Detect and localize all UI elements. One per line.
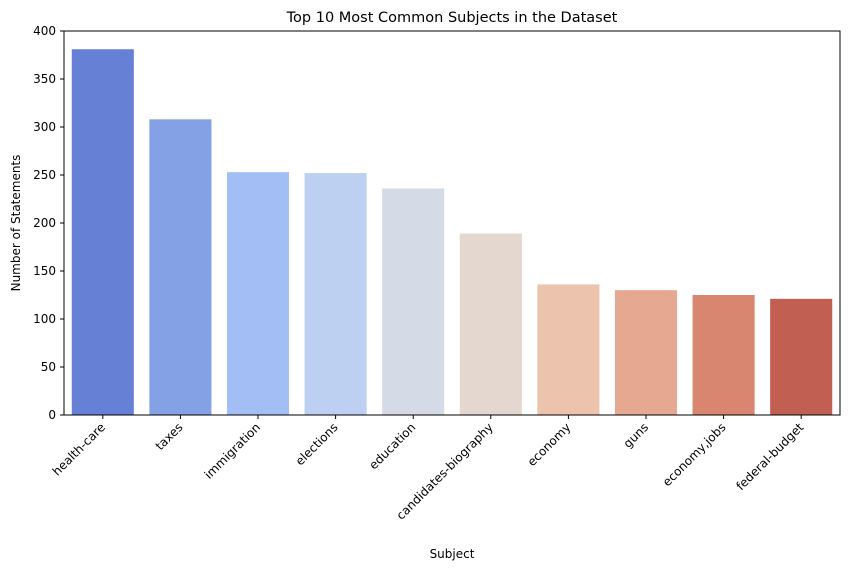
bar-economy	[537, 284, 600, 415]
y-tick-label: 250	[33, 168, 56, 182]
bars-layer	[71, 49, 833, 416]
bar-elections	[304, 173, 367, 415]
x-axis: health-care taxes immigration elections educ…	[50, 415, 807, 523]
y-tick-label: 150	[33, 264, 56, 278]
y-tick-label: 0	[48, 408, 56, 422]
y-axis: 0 50 100 150 200 250 300 350 400	[33, 24, 64, 422]
y-tick-label: 200	[33, 216, 56, 230]
bar-immigration	[226, 172, 290, 415]
y-tick-label: 50	[41, 360, 56, 374]
x-tick-label: economy	[525, 420, 574, 469]
bar-economy-jobs	[692, 295, 755, 415]
x-tick-label: education	[366, 420, 418, 472]
bar-guns	[614, 290, 678, 415]
x-tick-label: federal-budget	[733, 420, 806, 493]
x-tick-label: health-care	[50, 420, 108, 478]
plot-frame	[63, 30, 841, 416]
bar-candidates-biography	[459, 233, 522, 415]
y-tick-label: 300	[33, 120, 56, 134]
chart-title: Top 10 Most Common Subjects in the Datas…	[286, 10, 618, 26]
bar-taxes	[149, 119, 212, 415]
x-tick-label: elections	[293, 420, 341, 468]
y-tick-label: 350	[33, 72, 56, 86]
x-tick-label: guns	[621, 420, 651, 450]
bar-education	[382, 188, 445, 415]
y-tick-label: 100	[33, 312, 56, 326]
y-tick-label: 400	[33, 24, 56, 38]
bar-federal-budget	[770, 298, 833, 415]
x-tick-label: immigration	[202, 420, 263, 481]
x-tick-label: taxes	[153, 420, 186, 453]
y-axis-label: Number of Statements	[9, 155, 23, 292]
bar-health-care	[71, 49, 134, 416]
x-axis-label: Subject	[430, 547, 475, 561]
x-tick-label: economy,jobs	[660, 420, 729, 489]
